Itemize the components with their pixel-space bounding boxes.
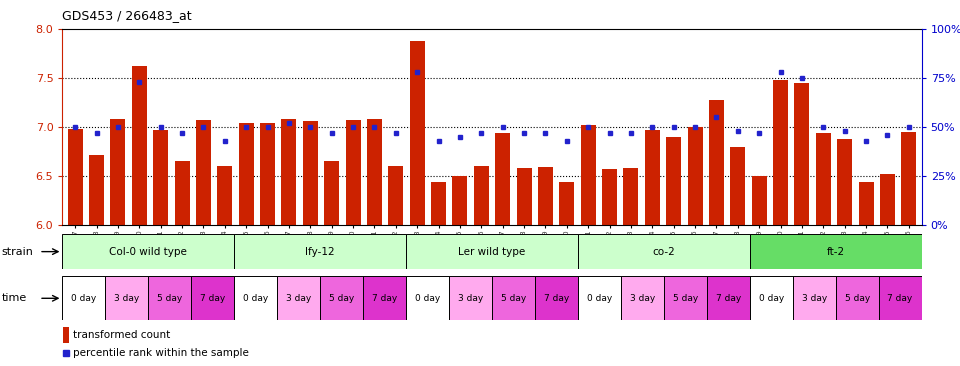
Text: 3 day: 3 day [630,294,655,303]
Bar [324,161,339,225]
Text: strain: strain [2,247,34,257]
Bar [578,234,750,269]
Bar [602,169,617,225]
Text: co-2: co-2 [653,247,675,257]
Bar [320,276,363,320]
Text: time: time [2,293,27,303]
Bar [708,100,724,225]
Text: Ler wild type: Ler wild type [458,247,526,257]
Text: 7 day: 7 day [543,294,569,303]
Bar [449,276,492,320]
Bar [277,276,321,320]
Bar [132,67,147,225]
Bar [837,139,852,225]
Bar [664,276,707,320]
Bar [406,276,449,320]
Bar [578,276,621,320]
Bar [773,80,788,225]
Text: 5 day: 5 day [157,294,182,303]
Bar [281,119,297,225]
Bar [858,182,874,225]
Text: lfy-12: lfy-12 [305,247,335,257]
Bar [516,168,532,225]
Bar [175,161,189,225]
Text: Col-0 wild type: Col-0 wild type [109,247,187,257]
Text: 3 day: 3 day [114,294,139,303]
Bar [878,276,922,320]
Text: GDS453 / 266483_at: GDS453 / 266483_at [62,9,192,22]
Bar [110,119,126,225]
Bar [750,276,793,320]
Bar [346,120,361,225]
Bar [234,234,406,269]
Bar [492,276,535,320]
Bar [750,234,922,269]
Text: 0 day: 0 day [415,294,441,303]
Bar [406,234,578,269]
Text: 0 day: 0 day [758,294,784,303]
Bar [367,119,382,225]
Bar [452,176,468,225]
Bar [731,147,745,225]
Text: 7 day: 7 day [887,294,913,303]
Bar [901,132,916,225]
Bar [239,123,253,225]
Bar [217,167,232,225]
Bar [538,167,553,225]
Bar [106,276,149,320]
Bar [148,276,191,320]
Text: 0 day: 0 day [587,294,612,303]
Bar [666,137,682,225]
Bar [89,154,104,225]
Text: ft-2: ft-2 [827,247,845,257]
Bar [63,327,69,343]
Bar [645,130,660,225]
Text: 7 day: 7 day [200,294,226,303]
Text: percentile rank within the sample: percentile rank within the sample [73,348,249,358]
Bar [687,127,703,225]
Bar [560,182,574,225]
Bar [793,276,835,320]
Text: 7 day: 7 day [372,294,397,303]
Text: 5 day: 5 day [673,294,698,303]
Bar [535,276,578,320]
Text: 5 day: 5 day [501,294,526,303]
Bar [621,276,664,320]
Text: 3 day: 3 day [458,294,483,303]
Bar [623,168,638,225]
Text: 7 day: 7 day [715,294,741,303]
Bar [191,276,234,320]
Bar [707,276,750,320]
Bar [62,276,106,320]
Bar [431,182,446,225]
Bar [752,176,767,225]
Bar [62,234,234,269]
Text: 5 day: 5 day [329,294,354,303]
Text: 3 day: 3 day [802,294,827,303]
Bar [816,133,830,225]
Bar [880,174,895,225]
Text: 0 day: 0 day [71,294,97,303]
Text: 0 day: 0 day [243,294,269,303]
Bar [795,83,809,225]
Bar [196,120,211,225]
Bar [68,129,83,225]
Text: 5 day: 5 day [845,294,870,303]
Text: 3 day: 3 day [286,294,311,303]
Bar [302,121,318,225]
Bar [581,125,595,225]
Bar [363,276,406,320]
Bar [389,167,403,225]
Bar [154,130,168,225]
Text: transformed count: transformed count [73,330,170,340]
Bar [474,167,489,225]
Bar [234,276,277,320]
Bar [410,41,424,225]
Bar [495,133,510,225]
Bar [835,276,878,320]
Bar [260,123,276,225]
